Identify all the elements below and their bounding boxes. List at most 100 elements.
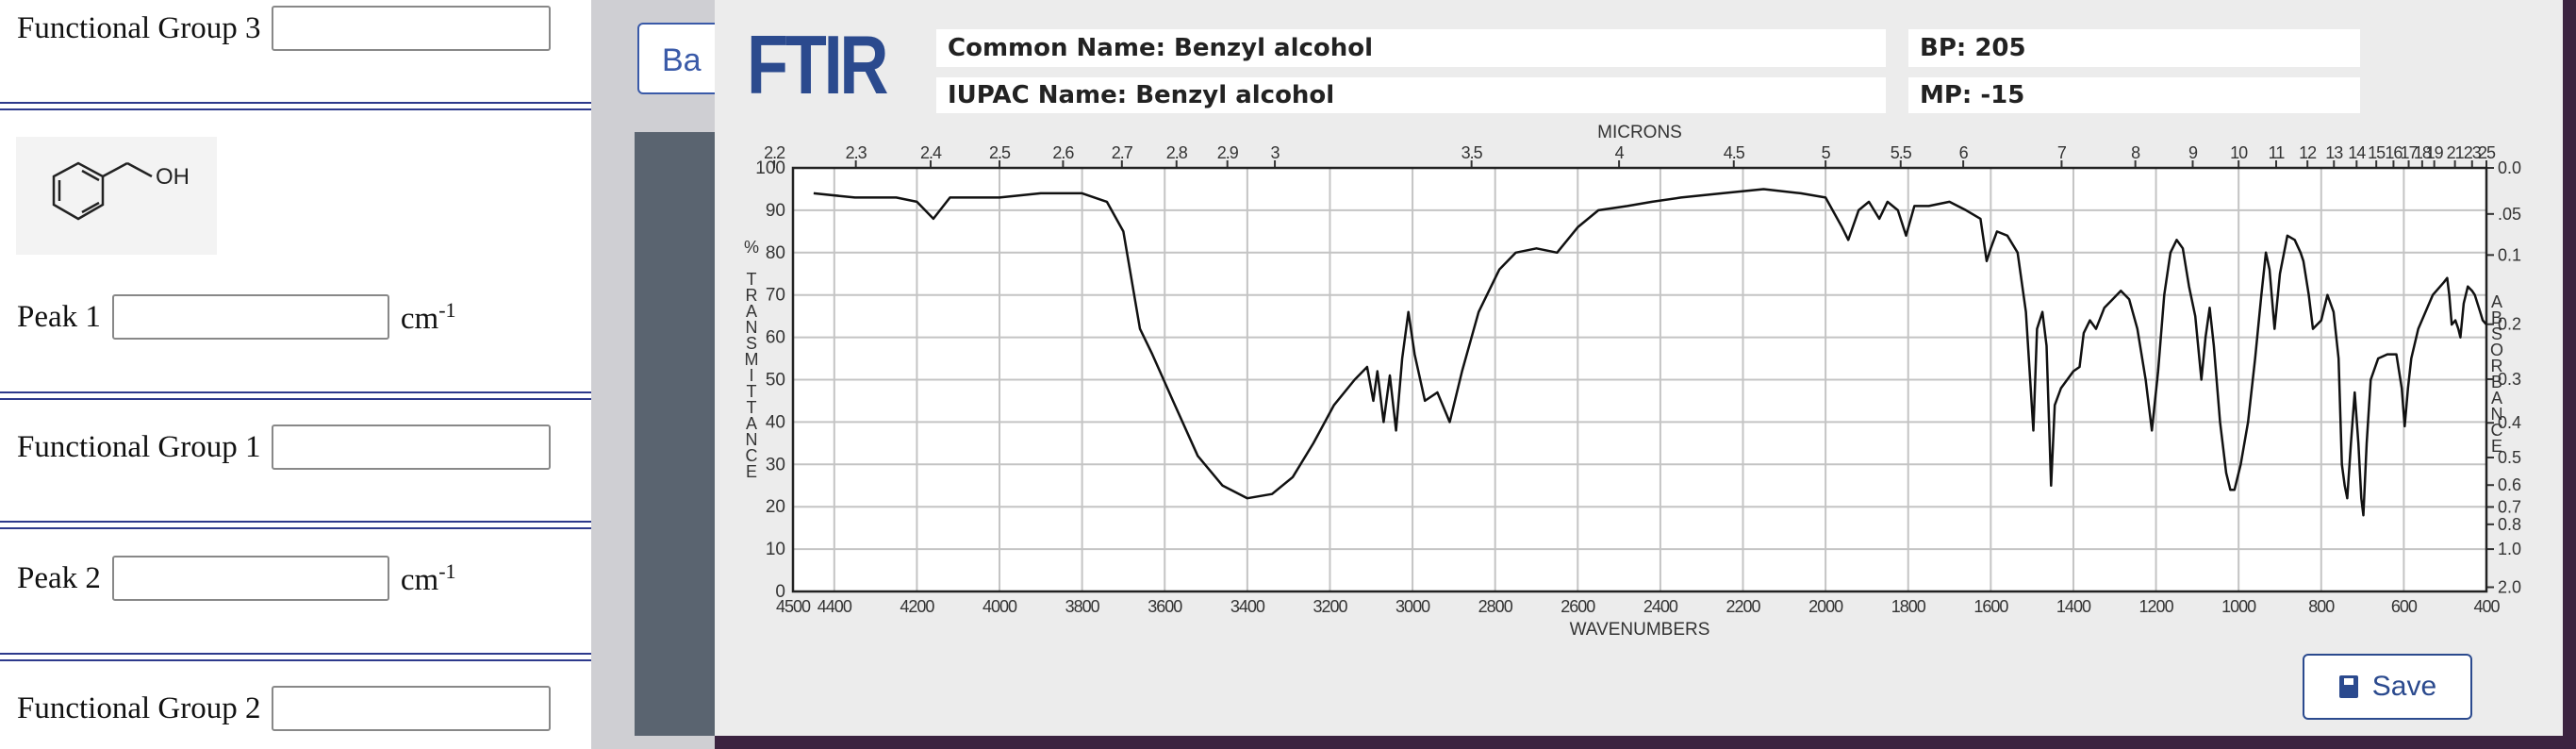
top-tick-label: 5 [1822,143,1831,162]
y-tick-label: 10 [766,540,785,559]
x-tick-label: 1400 [2056,597,2091,616]
y-tick-label: 100 [755,158,785,178]
y2-tick-label: 0.2 [2498,315,2521,334]
y2-tick-label: 0.3 [2498,370,2521,389]
spectrum-line [813,188,2487,517]
backdrop: Ba [591,0,741,749]
y-tick-label: 40 [766,412,785,432]
label: Peak 1 [17,299,101,334]
top-tick-label: 19 [2426,143,2444,162]
background-image [635,132,715,736]
text-input[interactable] [111,294,389,340]
top-tick-label: 4.5 [1724,143,1745,162]
top-tick-label: 2.4 [920,143,942,162]
y-tick-label: 0 [775,582,785,602]
text-input[interactable] [272,424,552,470]
top-tick-label: 18 [2414,143,2432,162]
top-tick-label: 2.2 [764,143,785,162]
x-tick-label: 3200 [1313,597,1347,616]
y-axis-label: % TRANSMITTANCE [742,238,761,478]
y-tick-label: 60 [766,328,785,348]
label: Functional Group 1 [17,429,261,464]
separator [0,391,591,400]
common-name: Common Name: Benzyl alcohol [936,29,1886,67]
row: Peak 2 cm-1 [17,556,456,601]
y2-axis-label: ABSORBANCE [2487,292,2506,453]
melting-point: MP: -15 [1908,77,2360,113]
row: Functional Group 2 [17,686,552,731]
top-tick-label: 2.8 [1166,143,1188,162]
top-tick-label: 11 [2269,143,2286,162]
top-tick-label: 3.5 [1461,143,1483,162]
x-tick-label: 800 [2308,597,2335,616]
molecule: OH [16,137,217,255]
x-tick-label: 3600 [1148,597,1182,616]
y2-tick-label: 1.0 [2498,540,2521,558]
y2-tick-label: 2.0 [2498,578,2521,597]
text-input[interactable] [272,6,552,51]
unit-exponent: -1 [438,558,456,583]
y2-tick-label: 0.0 [2498,158,2521,177]
unit: cm-1 [401,298,456,337]
x-tick-label: 2400 [1643,597,1678,616]
row: Functional Group 1 [17,424,552,470]
y2-tick-label: 0.8 [2498,515,2521,534]
x-tick-label: 400 [2473,597,2500,616]
iupac-name: IUPAC Name: Benzyl alcohol [936,77,1886,113]
label: Functional Group 3 [17,10,261,45]
top-tick-label: 2.5 [989,143,1011,162]
separator [0,521,591,529]
unit-base: cm [400,562,439,597]
label: Peak 2 [17,560,101,595]
molecule-drawing: OH [52,161,190,221]
top-tick-label: 9 [2188,143,2198,162]
plot-frame [791,166,2488,593]
y-tick-label: 90 [766,201,785,221]
top-tick-label: 13 [2325,143,2343,162]
x-tick-label: 4000 [983,597,1017,616]
x-tick-label: 1600 [1973,597,2008,616]
top-tick-label: 4 [1615,143,1625,162]
top-tick-label: 2.3 [846,143,867,162]
top-tick-label: 7 [2057,143,2067,162]
x-tick-label: 4200 [900,597,934,616]
unit: cm-1 [401,559,456,598]
x-tick-label: 1000 [2221,597,2256,616]
top-tick-label: 2.7 [1112,143,1133,162]
separator [0,102,591,110]
x-tick-label: 4500 [776,597,811,616]
unit-exponent: -1 [438,297,456,322]
y-tick-label: 80 [766,243,785,263]
top-tick-label: 17 [2401,143,2419,162]
top-tick-label: 3 [1271,143,1280,162]
y2-tick-label: 0.1 [2498,245,2521,264]
text-input[interactable] [111,556,389,601]
top-tick-label: 2.6 [1052,143,1074,162]
top-axis-label: MICRONS [1597,123,1682,142]
ftir-logo: FTIR [747,18,888,111]
x-tick-label: 3800 [1065,597,1100,616]
atom-label: OH [156,164,190,190]
x-tick-label: 3400 [1230,597,1265,616]
y2-tick-label: 0.5 [2498,448,2521,467]
y-tick-label: 70 [766,286,785,306]
boiling-point: BP: 205 [1908,29,2360,67]
y2-tick-label: 0.4 [2498,413,2521,432]
save-button[interactable]: Save [2303,654,2472,720]
ftir-modal: FTIR Common Name: Benzyl alcohol IUPAC N… [715,0,2563,736]
save-icon [2338,675,2358,698]
row: Peak 1 cm-1 [17,294,456,340]
text-input[interactable] [272,686,552,731]
x-tick-label: 3000 [1395,597,1430,616]
x-tick-label: 1200 [2139,597,2174,616]
x-tick-label: 2600 [1560,597,1595,616]
top-tick-label: 14 [2348,143,2366,162]
save-label: Save [2371,671,2437,702]
top-tick-label: 6 [1959,143,1969,162]
top-tick-label: 5.5 [1891,143,1912,162]
x-tick-label: 2200 [1726,597,1760,616]
y2-tick-label: 0.6 [2498,475,2521,494]
x-tick-label: 600 [2391,597,2418,616]
